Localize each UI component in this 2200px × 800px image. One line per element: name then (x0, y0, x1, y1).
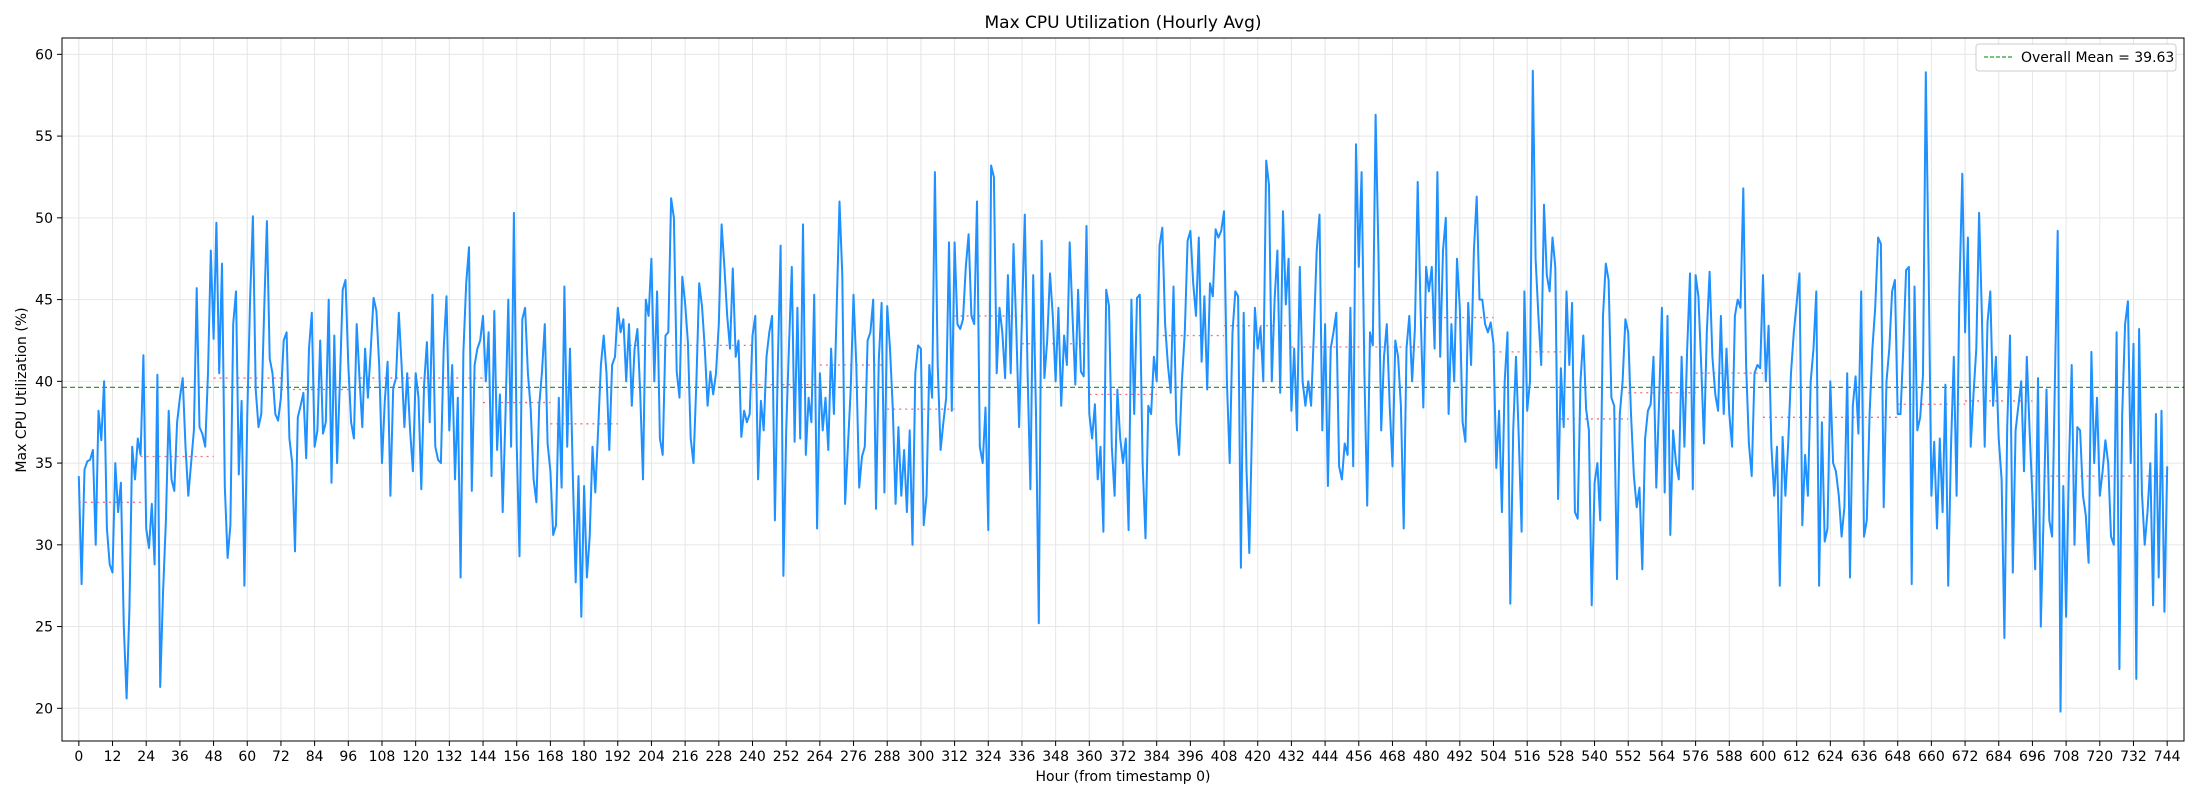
x-tick-label: 408 (1211, 749, 1238, 765)
x-tick-label: 312 (941, 749, 968, 765)
x-axis-label: Hour (from timestamp 0) (1036, 769, 1211, 785)
x-tick-label: 336 (1009, 749, 1036, 765)
y-tick-label: 30 (35, 538, 53, 554)
x-tick-label: 48 (205, 749, 223, 765)
x-tick-label: 0 (74, 749, 83, 765)
x-tick-label: 204 (638, 749, 665, 765)
x-tick-label: 552 (1615, 749, 1642, 765)
x-tick-label: 180 (571, 749, 598, 765)
y-tick-label: 45 (35, 293, 53, 309)
x-tick-label: 276 (840, 749, 867, 765)
x-tick-label: 672 (1952, 749, 1979, 765)
y-tick-label: 25 (35, 620, 53, 636)
x-tick-label: 156 (503, 749, 530, 765)
x-tick-label: 480 (1413, 749, 1440, 765)
series-line-cpu (77, 69, 2169, 713)
x-tick-label: 612 (1783, 749, 1810, 765)
x-tick-label: 192 (604, 749, 631, 765)
legend-label-overall-mean: Overall Mean = 39.63 (2021, 50, 2174, 66)
x-tick-label: 636 (1851, 749, 1878, 765)
x-tick-label: 324 (975, 749, 1002, 765)
x-tick-label: 588 (1716, 749, 1743, 765)
x-tick-label: 528 (1548, 749, 1575, 765)
x-tick-label: 432 (1278, 749, 1305, 765)
x-tick-label: 216 (672, 749, 699, 765)
x-tick-label: 240 (739, 749, 766, 765)
x-tick-label: 360 (1076, 749, 1103, 765)
y-tick-label: 55 (35, 129, 53, 145)
x-tick-label: 372 (1110, 749, 1137, 765)
x-tick-label: 648 (1884, 749, 1911, 765)
x-tick-label: 600 (1750, 749, 1777, 765)
legend-box (1975, 43, 2177, 72)
x-tick-label: 60 (238, 749, 256, 765)
legend: Overall Mean = 39.63 (1975, 43, 2177, 72)
y-tick-label: 40 (35, 374, 53, 390)
x-tick-label: 96 (339, 749, 357, 765)
x-tick-label: 252 (773, 749, 800, 765)
x-tick-label: 516 (1514, 749, 1541, 765)
x-tick-label: 12 (104, 749, 122, 765)
x-tick-label: 264 (806, 749, 833, 765)
y-tick-label: 50 (35, 211, 53, 227)
y-tick-label: 20 (35, 701, 53, 717)
x-tick-label: 540 (1581, 749, 1608, 765)
x-tick-label: 168 (537, 749, 564, 765)
x-tick-label: 144 (470, 749, 497, 765)
y-tick-label: 60 (35, 47, 53, 63)
x-tick-label: 132 (436, 749, 463, 765)
y-axis-label: Max CPU Utilization (%) (14, 307, 30, 472)
x-tick-label: 108 (369, 749, 396, 765)
x-tick-label: 456 (1345, 749, 1372, 765)
x-tick-label: 576 (1682, 749, 1709, 765)
y-tick-label: 35 (35, 456, 53, 472)
x-tick-label: 72 (272, 749, 290, 765)
x-tick-label: 288 (874, 749, 901, 765)
x-tick-label: 300 (908, 749, 935, 765)
x-tick-label: 468 (1379, 749, 1406, 765)
chart-title: Max CPU Utilization (Hourly Avg) (985, 13, 1262, 33)
x-tick-label: 744 (2154, 749, 2181, 765)
x-tick-label: 384 (1143, 749, 1170, 765)
x-tick-label: 624 (1817, 749, 1844, 765)
x-tick-label: 84 (306, 749, 324, 765)
x-tick-label: 36 (171, 749, 189, 765)
x-tick-label: 492 (1446, 749, 1473, 765)
x-tick-label: 228 (705, 749, 732, 765)
x-tick-label: 696 (2019, 749, 2046, 765)
x-tick-label: 504 (1480, 749, 1507, 765)
x-tick-label: 732 (2120, 749, 2147, 765)
x-tick-label: 660 (1918, 749, 1945, 765)
x-tick-label: 564 (1649, 749, 1676, 765)
x-tick-label: 396 (1177, 749, 1204, 765)
x-tick-label: 444 (1312, 749, 1339, 765)
x-tick-label: 708 (2053, 749, 2080, 765)
x-tick-label: 684 (1985, 749, 2012, 765)
x-tick-label: 24 (137, 749, 155, 765)
x-axis-ticks: 0 12 24 36 48 60 72 84 96 108 120 132 144 156 168 180 19… (74, 741, 2181, 765)
x-tick-label: 120 (402, 749, 429, 765)
x-tick-label: 420 (1244, 749, 1271, 765)
y-axis-ticks: 20 25 30 35 40 45 50 55 60 (35, 47, 62, 717)
x-tick-label: 720 (2086, 749, 2113, 765)
x-tick-label: 348 (1042, 749, 1069, 765)
